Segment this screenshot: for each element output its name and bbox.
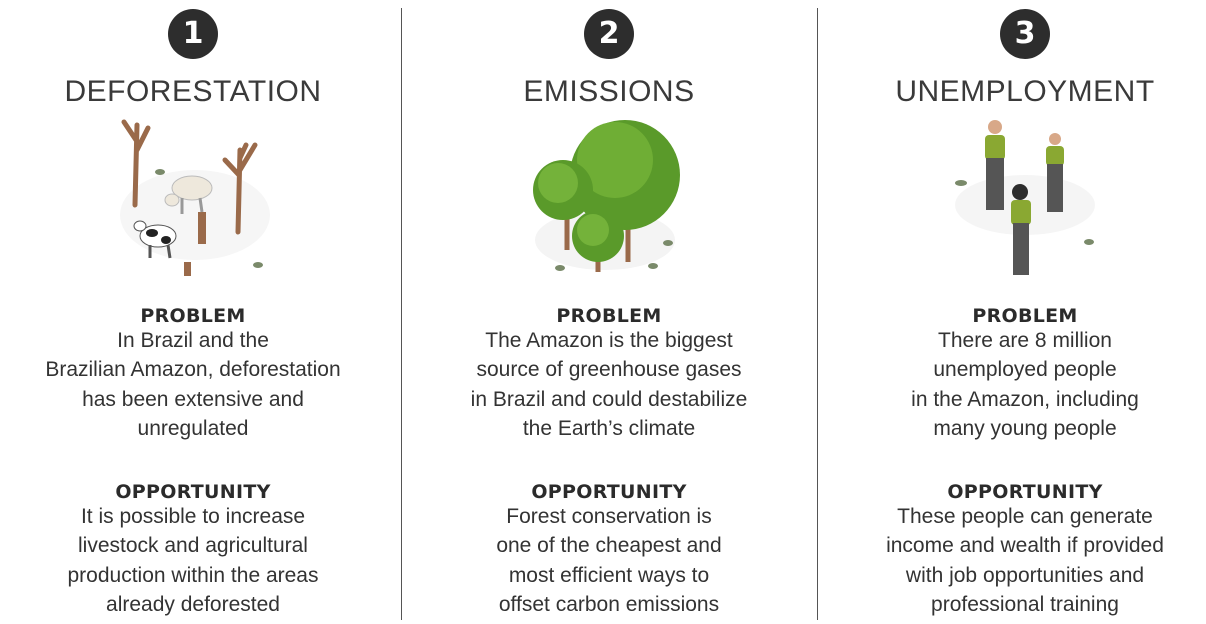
section-text: unemployed people <box>825 358 1206 382</box>
column-title: DEFORESTATION <box>0 75 393 109</box>
section-heading: PROBLEM <box>825 305 1206 327</box>
emissions-illustration <box>533 120 680 272</box>
section-text: with job opportunities and <box>825 564 1206 588</box>
section-text: income and wealth if provided <box>825 534 1206 558</box>
section-heading: PROBLEM <box>0 305 393 327</box>
step-number: 1 <box>168 9 218 59</box>
section-text: Brazilian Amazon, deforestation <box>0 358 393 382</box>
section-text: many young people <box>825 417 1206 441</box>
section-text: one of the cheapest and <box>409 534 809 558</box>
step-number: 3 <box>1000 9 1050 59</box>
section-text: These people can generate <box>825 505 1206 529</box>
infographic: 1DEFORESTATIONPROBLEMIn Brazil and theBr… <box>0 0 1206 624</box>
unemployment-illustration <box>955 120 1095 275</box>
section-text: It is possible to increase <box>0 505 393 529</box>
column-title: EMISSIONS <box>409 75 809 109</box>
section-heading: OPPORTUNITY <box>0 481 393 503</box>
section-text: in Brazil and could destabilize <box>409 388 809 412</box>
section-text: unregulated <box>0 417 393 441</box>
section-text: the Earth’s climate <box>409 417 809 441</box>
section-text: most efficient ways to <box>409 564 809 588</box>
section-heading: OPPORTUNITY <box>825 481 1206 503</box>
section-text: offset carbon emissions <box>409 593 809 617</box>
section-text: professional training <box>825 593 1206 617</box>
step-number: 2 <box>584 9 634 59</box>
deforestation-illustration <box>120 122 270 276</box>
section-text: already deforested <box>0 593 393 617</box>
section-text: In Brazil and the <box>0 329 393 353</box>
section-text: has been extensive and <box>0 388 393 412</box>
section-heading: OPPORTUNITY <box>409 481 809 503</box>
section-text: There are 8 million <box>825 329 1206 353</box>
section-text: in the Amazon, including <box>825 388 1206 412</box>
section-text: livestock and agricultural <box>0 534 393 558</box>
section-text: The Amazon is the biggest <box>409 329 809 353</box>
section-text: source of greenhouse gases <box>409 358 809 382</box>
section-heading: PROBLEM <box>409 305 809 327</box>
section-text: production within the areas <box>0 564 393 588</box>
section-text: Forest conservation is <box>409 505 809 529</box>
column-title: UNEMPLOYMENT <box>825 75 1206 109</box>
